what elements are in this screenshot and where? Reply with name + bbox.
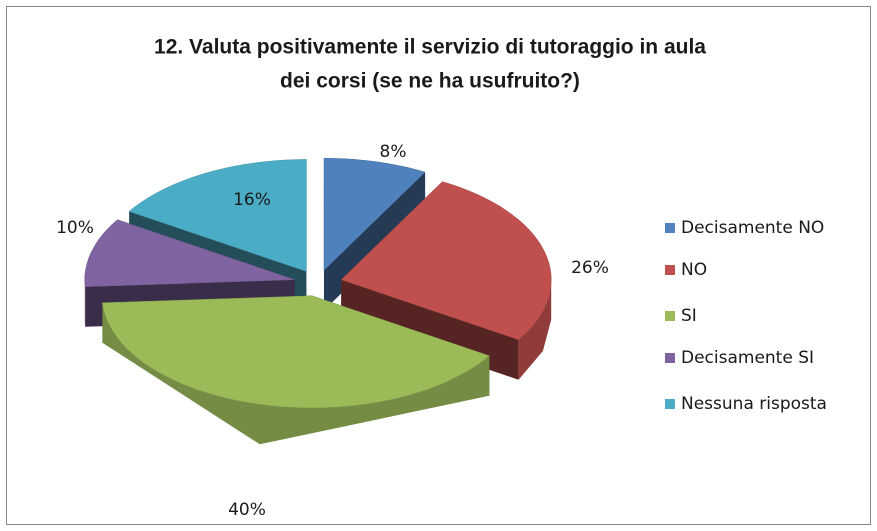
- data-label: 8%: [380, 142, 407, 162]
- slice: [340, 181, 552, 340]
- legend-swatch: [665, 223, 675, 233]
- slice: [102, 295, 490, 409]
- legend-label: Decisamente SI: [681, 348, 814, 368]
- legend-label: Nessuna risposta: [681, 394, 827, 414]
- slice-side: [518, 279, 552, 380]
- slice: [84, 219, 295, 287]
- data-label: 26%: [571, 258, 609, 278]
- chart-title: dei corsi (se ne ha usufruito?): [280, 70, 580, 93]
- legend-label: NO: [681, 260, 707, 280]
- data-label: 10%: [56, 218, 94, 238]
- legend-swatch: [665, 399, 675, 409]
- legend-swatch: [665, 265, 675, 275]
- legend-swatch: [665, 353, 675, 363]
- data-label: 16%: [233, 190, 271, 210]
- legend-label: SI: [681, 306, 697, 326]
- legend-swatch: [665, 311, 675, 321]
- slice: [128, 159, 307, 272]
- data-label: 40%: [228, 500, 266, 520]
- legend-label: Decisamente NO: [681, 218, 824, 238]
- chart-title: 12. Valuta positivamente il servizio di …: [154, 36, 706, 59]
- slice-side: [102, 302, 490, 445]
- slice: [323, 157, 426, 271]
